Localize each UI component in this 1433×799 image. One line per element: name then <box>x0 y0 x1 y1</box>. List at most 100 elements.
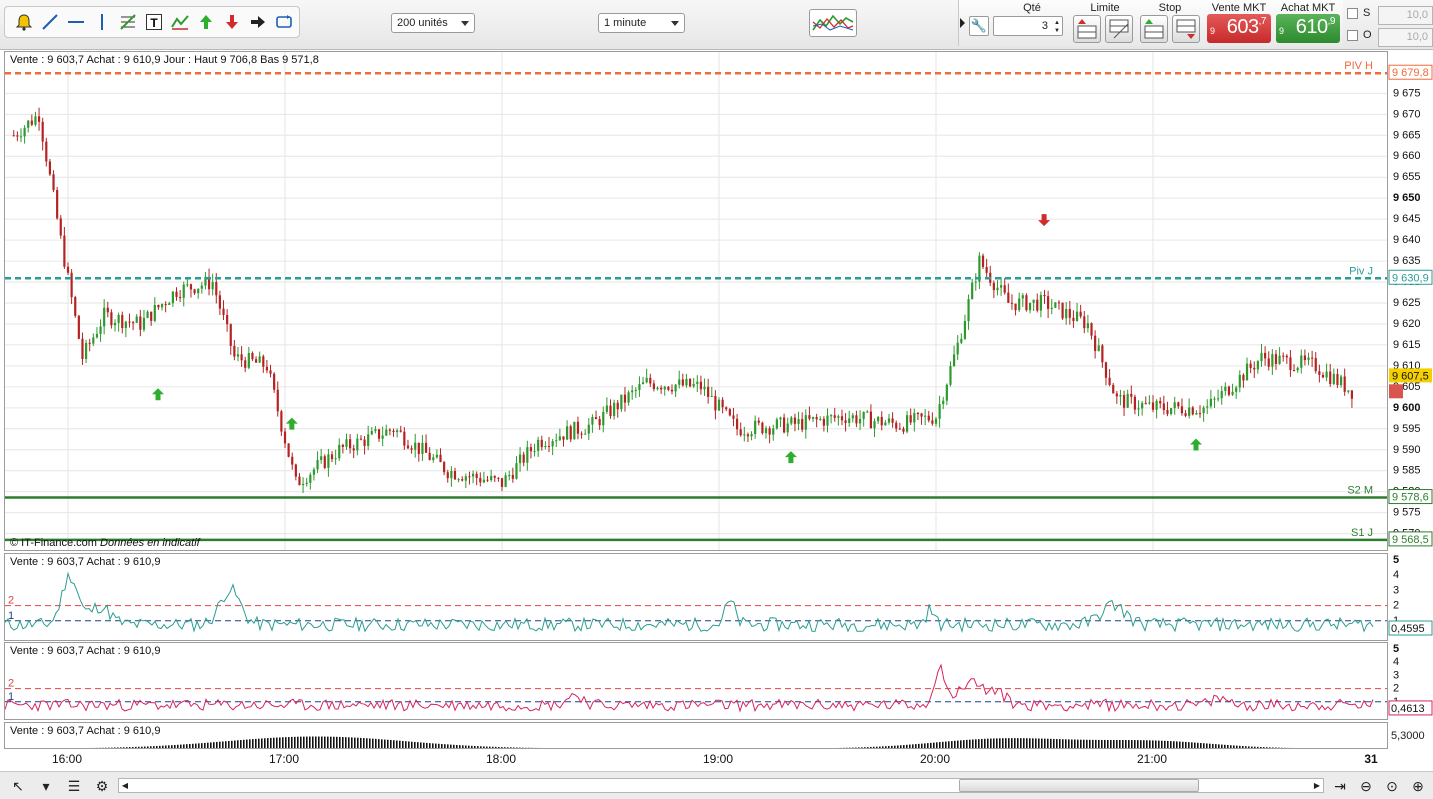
candle-body <box>1347 390 1350 392</box>
price-tick-label: 9 675 <box>1393 87 1421 99</box>
volume-bar <box>1011 738 1013 748</box>
volume-bar <box>528 747 530 748</box>
wrench-icon[interactable]: 🔧 <box>969 16 989 36</box>
candle-body <box>873 421 876 429</box>
objective-checkbox[interactable] <box>1347 30 1358 41</box>
stop-sell-button[interactable] <box>1172 15 1200 43</box>
volume-bar <box>846 747 848 748</box>
scroll-left-icon[interactable]: ◀ <box>121 781 129 790</box>
candle-body <box>132 322 135 324</box>
objective-distance-input[interactable]: 10,0 <box>1378 28 1433 47</box>
zoom-out-icon[interactable]: ⊖ <box>1360 777 1372 794</box>
alert-bell-icon[interactable] <box>13 11 35 33</box>
candle-body <box>500 478 504 487</box>
stop-checkbox[interactable] <box>1347 8 1358 19</box>
indicator-curve-icon[interactable] <box>169 11 191 33</box>
candle-body <box>41 121 44 142</box>
volume-bar <box>195 743 197 748</box>
trend-line-icon[interactable] <box>39 11 61 33</box>
zoom-in-icon[interactable]: ⊕ <box>1412 777 1424 794</box>
scroll-thumb[interactable] <box>959 779 1199 792</box>
candle-body <box>855 415 858 424</box>
level-badge <box>1388 489 1433 505</box>
volume-panel[interactable]: Vente : 9 603,7 Achat : 9 610,9 <box>4 722 1388 749</box>
candle-body <box>562 436 565 440</box>
stop-distance-input[interactable]: 10,0 <box>1378 6 1433 25</box>
current-price-badge <box>1389 368 1432 383</box>
volume-bar <box>111 747 113 748</box>
candle-body <box>540 439 543 448</box>
candle-body <box>587 424 590 434</box>
volume-bar <box>1281 747 1283 748</box>
list-icon[interactable]: ☰ <box>67 777 81 794</box>
candle-body <box>761 422 764 434</box>
settings-icon[interactable]: ⚙ <box>95 777 109 794</box>
vertical-line-icon[interactable] <box>91 11 113 33</box>
cursor-tool-icon[interactable]: ↖ <box>12 777 24 794</box>
price-chart-svg[interactable]: PIV H Piv J S2 M S1 J <box>5 52 1388 551</box>
time-scrollbar[interactable]: ◀ ▶ <box>118 778 1324 793</box>
down-arrow-tool-icon[interactable] <box>221 11 243 33</box>
volume-bar <box>1101 739 1103 748</box>
volume-bar <box>210 742 212 748</box>
text-tool-icon[interactable]: T <box>143 11 165 33</box>
units-select[interactable]: 200 unités <box>391 13 475 33</box>
candle-body <box>95 333 99 338</box>
interval-select[interactable]: 1 minute <box>598 13 685 33</box>
horizontal-line-icon[interactable] <box>65 11 87 33</box>
limit-buy-button[interactable] <box>1073 15 1101 43</box>
cycle-icon[interactable] <box>273 11 295 33</box>
scroll-right-icon[interactable]: ▶ <box>1313 781 1321 790</box>
candle-body <box>1336 373 1339 386</box>
volume-bar <box>1146 740 1148 748</box>
volume-bar <box>129 747 131 748</box>
volume-bar <box>132 746 134 748</box>
zoom-reset-icon[interactable]: ⊙ <box>1386 777 1398 794</box>
volume-bar <box>1158 740 1160 748</box>
price-tick-label: 9 590 <box>1393 444 1421 456</box>
indicator-value-badge <box>1388 700 1433 716</box>
tool-dropdown-icon[interactable]: ▾ <box>42 777 50 794</box>
up-arrow-tool-icon[interactable] <box>195 11 217 33</box>
time-label: 16:00 <box>51 752 83 766</box>
indicators-button[interactable] <box>809 9 857 37</box>
volume-bar <box>438 743 440 748</box>
limit-sell-button[interactable] <box>1105 15 1133 43</box>
right-arrow-tool-icon[interactable] <box>247 11 269 33</box>
volume-bar <box>444 744 446 748</box>
collapse-arrow-icon[interactable] <box>960 18 965 28</box>
buy-market-button[interactable]: 9 610,9 <box>1276 14 1340 43</box>
sell-market-button[interactable]: 9 603,7 <box>1207 14 1271 43</box>
time-label: 17:00 <box>268 752 300 766</box>
spin-down-icon[interactable]: ▼ <box>1054 28 1060 34</box>
spin-up-icon[interactable]: ▲ <box>1054 20 1060 26</box>
candle-body <box>1169 408 1173 414</box>
volume-bar <box>522 747 524 748</box>
order-panel: 🔧 Qté 3 ▲ ▼ Limite Stop Vente MKT Achat <box>958 0 1343 46</box>
candle-body <box>1253 367 1256 370</box>
volume-bar <box>867 747 869 748</box>
volume-bar <box>201 743 203 748</box>
candle-body <box>1314 358 1317 372</box>
level-value: 9 578,6 <box>1392 492 1429 504</box>
candle-body <box>652 383 655 390</box>
candle-body <box>45 141 48 162</box>
candle-body <box>374 429 377 432</box>
volume-bar <box>1137 740 1139 748</box>
volume-bar <box>279 737 281 748</box>
candle-body <box>403 431 406 446</box>
volume-bar <box>951 741 953 748</box>
qty-input[interactable]: 3 ▲ ▼ <box>993 16 1063 36</box>
zoom-fit-icon[interactable]: ⇥ <box>1334 777 1346 794</box>
volume-bar <box>162 745 164 748</box>
fibonacci-icon[interactable] <box>117 11 139 33</box>
volume-bar <box>246 739 248 748</box>
stop-buy-button[interactable] <box>1140 15 1168 43</box>
price-chart-panel[interactable]: PIV H Piv J S2 M S1 J Vente : 9 603,7 Achat… <box>4 51 1388 551</box>
candle-body <box>236 354 240 357</box>
volume-bar <box>384 739 386 748</box>
volume-bar <box>387 739 389 748</box>
